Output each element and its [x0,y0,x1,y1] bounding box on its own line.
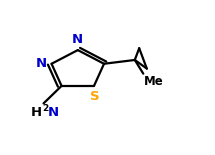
Text: H: H [30,106,41,119]
Text: 2: 2 [43,104,49,113]
Text: Me: Me [144,75,164,88]
Text: N: N [36,57,47,69]
Text: S: S [90,90,100,103]
Text: N: N [47,106,58,119]
Text: N: N [72,33,83,46]
